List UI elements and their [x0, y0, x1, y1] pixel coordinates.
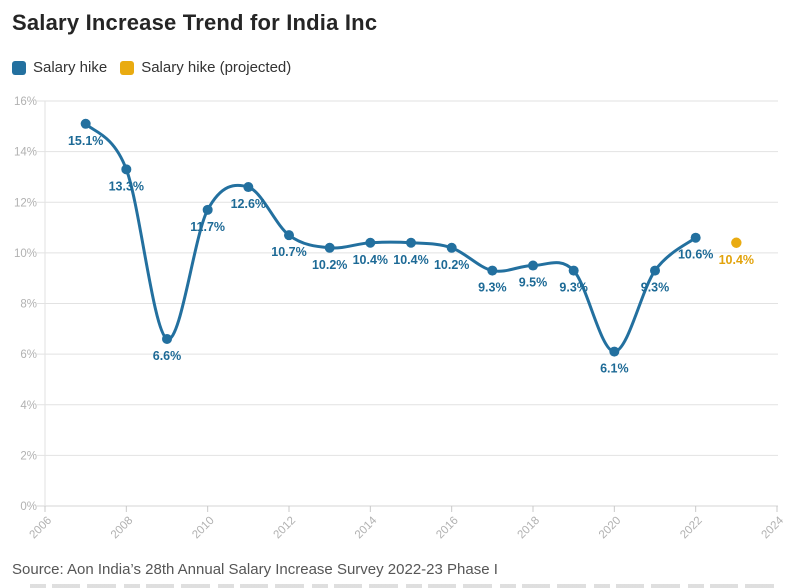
- data-point-2007[interactable]: [80, 118, 91, 129]
- x-axis-label-2014: 2014: [353, 514, 380, 541]
- data-label-2009: 6.6%: [153, 349, 182, 363]
- data-point-2014[interactable]: [365, 237, 376, 248]
- data-point-2012[interactable]: [284, 230, 294, 241]
- data-label-2007: 15.1%: [68, 134, 103, 148]
- y-axis-label-8: 8%: [20, 299, 37, 311]
- y-axis-label-16: 16%: [14, 96, 37, 108]
- data-label-2011: 12.6%: [231, 197, 266, 211]
- data-point-2009[interactable]: [162, 333, 172, 344]
- data-point-2008[interactable]: [121, 164, 132, 175]
- legend-item-salary-hike: Salary hike: [12, 59, 107, 76]
- y-axis-label-0: 0%: [20, 501, 37, 513]
- x-axis-label-2010: 2010: [190, 515, 217, 542]
- legend-label-salary-hike-projected: Salary hike (projected): [141, 59, 292, 76]
- projected-data-label-2023: 10.4%: [719, 253, 754, 267]
- x-axis-label-2018: 2018: [516, 515, 543, 542]
- data-point-2010[interactable]: [202, 204, 213, 215]
- x-axis-label-2016: 2016: [434, 515, 461, 542]
- data-label-2013: 10.2%: [312, 258, 347, 272]
- x-axis-label-2008: 2008: [109, 515, 136, 542]
- data-point-2017[interactable]: [487, 265, 498, 276]
- chart-title: Salary Increase Trend for India Inc: [12, 10, 378, 35]
- y-axis-label-12: 12%: [14, 197, 37, 209]
- y-axis-label-4: 4%: [20, 400, 37, 412]
- data-label-2016: 10.2%: [434, 258, 469, 272]
- legend: Salary hike Salary hike (projected): [12, 59, 291, 76]
- data-label-2018: 9.5%: [519, 276, 548, 290]
- source-note: Source: Aon India’s 28th Annual Salary I…: [12, 561, 498, 578]
- data-label-2017: 9.3%: [478, 281, 507, 295]
- x-axis-label-2024: 2024: [760, 514, 787, 541]
- data-label-2020: 6.1%: [600, 362, 629, 376]
- data-point-2019[interactable]: [568, 265, 579, 276]
- clipped-text-strip: [30, 584, 782, 588]
- data-point-2021[interactable]: [650, 265, 660, 276]
- legend-swatch-salary-hike: [12, 60, 26, 75]
- data-point-2016[interactable]: [446, 242, 457, 253]
- y-axis-label-2: 2%: [20, 450, 37, 462]
- legend-item-salary-hike-projected: Salary hike (projected): [120, 59, 291, 76]
- data-point-2020[interactable]: [609, 346, 620, 357]
- y-axis-label-14: 14%: [14, 147, 37, 159]
- data-label-2014: 10.4%: [353, 253, 388, 267]
- data-label-2010: 11.7%: [190, 220, 225, 234]
- projected-data-point-2023[interactable]: [731, 237, 742, 248]
- data-point-2013[interactable]: [324, 242, 335, 253]
- legend-label-salary-hike: Salary hike: [33, 59, 108, 76]
- data-point-2011[interactable]: [243, 182, 254, 193]
- data-label-2008: 13.3%: [109, 179, 144, 193]
- data-label-2019: 9.3%: [559, 281, 588, 295]
- y-axis-label-6: 6%: [20, 349, 37, 361]
- data-point-2015[interactable]: [406, 237, 416, 248]
- data-point-2018[interactable]: [528, 260, 538, 271]
- x-axis-label-2006: 2006: [28, 515, 55, 542]
- x-axis-label-2022: 2022: [678, 515, 705, 542]
- data-label-2021: 9.3%: [641, 281, 670, 295]
- data-label-2015: 10.4%: [393, 253, 428, 267]
- x-axis-label-2012: 2012: [272, 515, 299, 542]
- legend-swatch-salary-hike-projected: [120, 60, 135, 75]
- y-axis-label-10: 10%: [14, 248, 37, 260]
- data-label-2012: 10.7%: [271, 245, 306, 259]
- data-label-2022: 10.6%: [678, 248, 713, 262]
- salary-hike-line: [84, 122, 698, 354]
- x-axis-label-2020: 2020: [597, 515, 624, 542]
- data-point-2022[interactable]: [690, 232, 701, 243]
